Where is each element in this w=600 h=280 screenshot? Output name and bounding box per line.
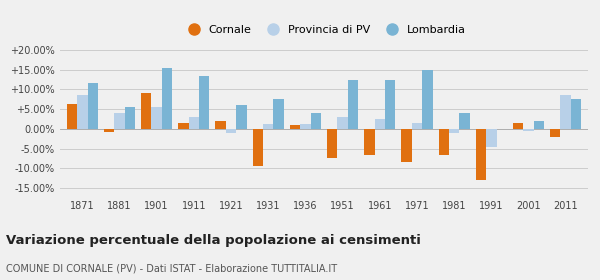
Bar xyxy=(274,99,284,129)
Bar xyxy=(374,119,385,129)
Bar xyxy=(439,129,449,155)
Bar xyxy=(88,83,98,129)
Bar xyxy=(422,70,433,129)
Bar xyxy=(125,107,135,129)
Bar xyxy=(215,121,226,129)
Text: Variazione percentuale della popolazione ai censimenti: Variazione percentuale della popolazione… xyxy=(6,234,421,247)
Bar xyxy=(460,113,470,129)
Bar xyxy=(141,93,151,129)
Bar xyxy=(476,129,486,180)
Bar xyxy=(560,95,571,129)
Bar xyxy=(178,123,188,129)
Bar xyxy=(486,129,497,147)
Bar xyxy=(162,68,172,129)
Legend: Cornale, Provincia di PV, Lombardia: Cornale, Provincia di PV, Lombardia xyxy=(182,25,466,35)
Bar xyxy=(188,117,199,129)
Bar xyxy=(327,129,337,158)
Bar xyxy=(571,99,581,129)
Bar xyxy=(337,117,348,129)
Bar xyxy=(550,129,560,137)
Bar xyxy=(401,129,412,162)
Bar xyxy=(513,123,523,129)
Bar xyxy=(523,129,534,131)
Bar xyxy=(300,124,311,129)
Bar xyxy=(290,125,300,129)
Text: COMUNE DI CORNALE (PV) - Dati ISTAT - Elaborazione TUTTITALIA.IT: COMUNE DI CORNALE (PV) - Dati ISTAT - El… xyxy=(6,263,337,273)
Bar xyxy=(449,129,460,133)
Bar xyxy=(236,105,247,129)
Bar xyxy=(534,121,544,129)
Bar xyxy=(114,113,125,129)
Bar xyxy=(311,113,321,129)
Bar xyxy=(151,107,162,129)
Bar xyxy=(253,129,263,166)
Bar xyxy=(77,95,88,129)
Bar xyxy=(199,76,209,129)
Bar xyxy=(348,80,358,129)
Bar xyxy=(226,129,236,133)
Bar xyxy=(263,124,274,129)
Bar xyxy=(412,123,422,129)
Bar xyxy=(385,80,395,129)
Bar xyxy=(364,129,374,155)
Bar xyxy=(67,104,77,129)
Bar xyxy=(104,129,114,132)
